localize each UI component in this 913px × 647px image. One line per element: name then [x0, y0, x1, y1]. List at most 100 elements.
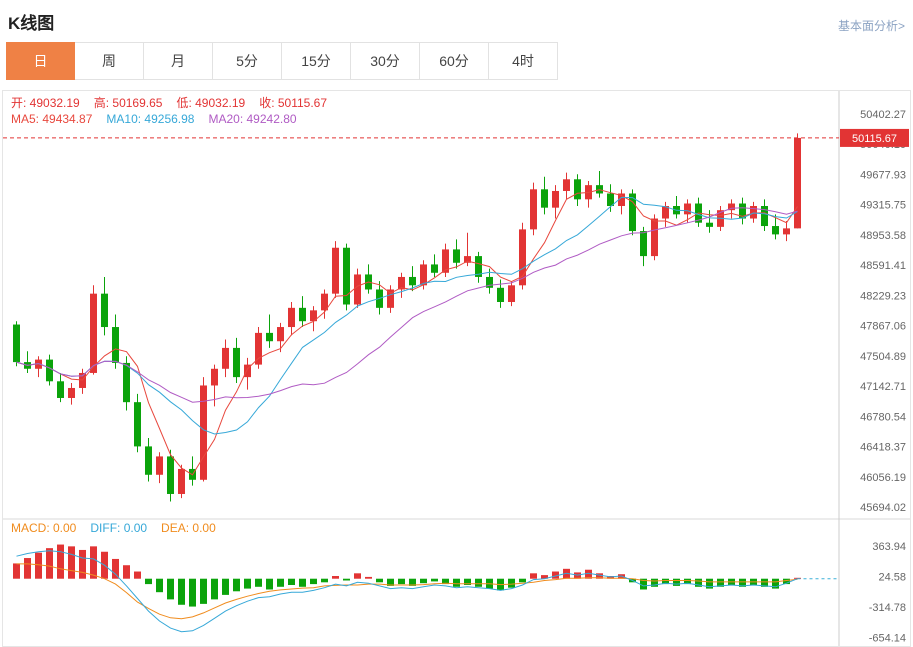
ma-ma10: MA10: 49256.98: [106, 112, 195, 126]
dea-line: [16, 563, 798, 620]
macd-bar: [783, 578, 790, 585]
ma-info: MA5: 49434.87 MA10: 49256.98 MA20: 49242.8…: [11, 112, 311, 126]
macd-bar: [145, 578, 152, 585]
candle-body: [574, 179, 581, 200]
candle-body: [750, 206, 757, 219]
macd-bar: [90, 546, 97, 579]
macd-bar: [387, 578, 394, 586]
tab-5分[interactable]: 5分: [213, 42, 282, 80]
ohlc-high: 高: 50169.65: [93, 96, 163, 110]
macd-bar: [651, 578, 658, 587]
macd-macd: MACD: 0.00: [11, 521, 77, 535]
tab-月[interactable]: 月: [144, 42, 213, 80]
macd-bar: [761, 578, 768, 587]
macd-bar: [200, 578, 207, 604]
ma-ma20: MA20: 49242.80: [208, 112, 297, 126]
macd-bar: [695, 578, 702, 587]
tab-周[interactable]: 周: [75, 42, 144, 80]
ohlc-close: 收: 50115.67: [259, 96, 328, 110]
tab-15分[interactable]: 15分: [282, 42, 351, 80]
diff-line: [16, 550, 798, 633]
macd-bar: [596, 573, 603, 579]
macd-bar: [299, 578, 306, 587]
candle-body: [453, 249, 460, 263]
tab-4时[interactable]: 4时: [489, 42, 558, 80]
candle-body: [662, 206, 669, 219]
macd-bar: [178, 578, 185, 605]
macd-bar: [68, 546, 75, 579]
price-tick: 49677.93: [860, 169, 906, 181]
candle-body: [629, 193, 636, 232]
candle-body: [200, 385, 207, 480]
ohlc-open: 开: 49032.19: [11, 96, 80, 110]
candle-body: [783, 228, 790, 235]
macd-bar: [706, 578, 713, 589]
price-tick: 48591.41: [860, 260, 906, 272]
macd-bar: [662, 578, 669, 585]
macd-bar: [112, 558, 119, 579]
chart-canvas: 50402.2750040.1049677.9349315.7548953.58…: [3, 91, 910, 646]
candle-body: [277, 327, 284, 342]
current-price-tag: [840, 128, 909, 147]
tab-60分[interactable]: 60分: [420, 42, 489, 80]
tab-日[interactable]: 日: [6, 42, 75, 80]
price-tick: 46780.54: [860, 411, 906, 423]
candle-body: [486, 276, 493, 288]
macd-bar: [552, 571, 559, 579]
price-tick: 50402.27: [860, 109, 906, 121]
macd-bar: [123, 565, 130, 579]
macd-tick: -314.78: [869, 602, 906, 614]
candle-body: [310, 310, 317, 322]
price-tick: 46418.37: [860, 442, 906, 454]
candle-body: [244, 364, 251, 378]
fundamental-analysis-link[interactable]: 基本面分析>: [837, 19, 905, 33]
kline-chart[interactable]: 开: 49032.19 高: 50169.65 低: 49032.19 收: 5011…: [2, 90, 911, 647]
macd-bar: [211, 578, 218, 600]
macd-bar: [46, 548, 53, 579]
candle-body: [794, 137, 801, 229]
candle-body: [640, 231, 647, 257]
macd-bar: [13, 563, 20, 579]
macd-bar: [717, 578, 724, 587]
candle-body: [684, 203, 691, 215]
price-tick: 49315.75: [860, 200, 906, 212]
candle-body: [134, 402, 141, 447]
macd-bar: [233, 578, 240, 592]
candle-body: [90, 293, 97, 373]
macd-bar: [354, 573, 361, 579]
price-tick: 45694.02: [860, 502, 906, 514]
candle-body: [57, 381, 64, 398]
tab-30分[interactable]: 30分: [351, 42, 420, 80]
macd-bar: [398, 578, 405, 585]
candle-body: [387, 289, 394, 308]
macd-bar: [585, 569, 592, 579]
ohlc-info: 开: 49032.19 高: 50169.65 低: 49032.19 收: 5011…: [11, 94, 341, 111]
ohlc-low: 低: 49032.19: [176, 96, 246, 110]
ma10-line: [16, 196, 798, 435]
price-tick: 46056.19: [860, 472, 906, 484]
macd-bar: [310, 578, 317, 585]
candle-body: [112, 327, 119, 363]
candle-body: [563, 179, 570, 191]
candle-body: [145, 446, 152, 475]
candle-body: [651, 218, 658, 257]
candle-body: [321, 293, 328, 311]
ma-ma5: MA5: 49434.87: [11, 112, 93, 126]
macd-bar: [332, 576, 339, 579]
macd-bar: [79, 549, 86, 579]
macd-bar: [288, 578, 295, 586]
candle-body: [519, 229, 526, 286]
macd-bar: [739, 578, 746, 587]
candle-body: [739, 203, 746, 219]
macd-bar: [475, 578, 482, 587]
candle-body: [211, 368, 218, 386]
macd-bar: [541, 575, 548, 579]
price-tick: 48229.23: [860, 290, 906, 302]
candle-body: [222, 347, 229, 369]
candle-body: [772, 226, 779, 235]
macd-bar: [640, 578, 647, 590]
ma5-line: [16, 189, 798, 476]
candle-body: [354, 274, 361, 305]
macd-bar: [57, 544, 64, 579]
